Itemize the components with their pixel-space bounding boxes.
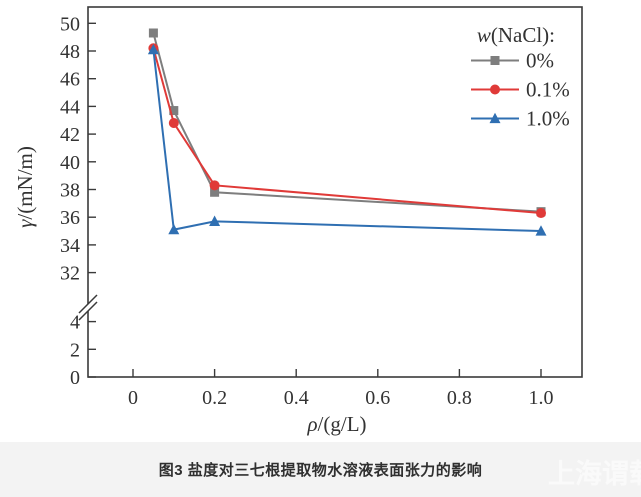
- y-tick-label: 40: [60, 152, 80, 174]
- y-tick-label: 48: [60, 41, 80, 63]
- series-1.0%-triangle-marker: [535, 225, 547, 236]
- y-tick-label: 0: [70, 367, 80, 389]
- axis-break-slash: [78, 294, 98, 314]
- y-tick-label: 44: [60, 96, 80, 118]
- figure-caption: 图3 盐度对三七根提取物水溶液表面张力的影响: [158, 462, 483, 479]
- caption-bar: 图3 盐度对三七根提取物水溶液表面张力的影响 上海谓载: [0, 442, 641, 497]
- series-0%-square-marker: [169, 106, 179, 116]
- series-line-0%: [152, 32, 542, 213]
- watermark-text: 上海谓载: [548, 459, 641, 489]
- y-tick-label: 50: [60, 13, 80, 35]
- series-0%-square-marker: [210, 187, 220, 197]
- legend-label: 1.0%: [526, 107, 570, 131]
- y-tick-label: 38: [60, 180, 80, 202]
- series-line-1.0%: [152, 49, 542, 233]
- legend-label: 0%: [526, 49, 554, 73]
- series-1.0%-triangle-marker: [168, 223, 180, 235]
- y-tick-label: 32: [60, 263, 80, 285]
- series-1.0%-triangle-marker: [147, 43, 159, 55]
- legend-1.0%-triangle-marker: [489, 112, 501, 124]
- surface-tension-chart: 32 34 36 38 40 42 44 46 48 50 0 2 4 0 0.2 0.4 0.6 0.8 1.0 ρ…: [13, 6, 583, 436]
- x-tick-label: 0.8: [447, 387, 472, 409]
- x-tick-label: 1.0: [529, 387, 554, 409]
- legend-label: 0.1%: [526, 78, 570, 102]
- y-tick-label: 42: [60, 124, 80, 146]
- x-tick-label: 0.2: [202, 387, 227, 409]
- y-tick-label: 34: [60, 235, 80, 257]
- series-0.1%-circle-marker: [168, 118, 179, 129]
- y-axis-label: γ/(mN/m): [13, 146, 37, 228]
- x-tick-label: 0.4: [284, 387, 309, 409]
- series-0.1%-circle-marker: [536, 208, 546, 219]
- x-tick-label: 0: [128, 387, 138, 409]
- legend-0%-square-marker: [490, 56, 500, 65]
- plot-border: [87, 6, 583, 378]
- y-tick-label: 36: [60, 207, 80, 229]
- axis-break-slash: [78, 301, 98, 321]
- legend-title: w(NaCl):: [477, 23, 555, 47]
- y-tick-label: 4: [70, 312, 80, 334]
- axis-break-gap: [79, 295, 97, 320]
- series-1.0%-triangle-marker: [209, 215, 221, 226]
- series-0%-square-marker: [148, 28, 158, 38]
- x-tick-label: 0.6: [365, 387, 390, 409]
- series-line-0.1%: [152, 47, 542, 215]
- y-tick-label: 2: [70, 339, 80, 361]
- y-tick-label: 46: [60, 69, 80, 91]
- x-axis-label: ρ/(g/L): [306, 412, 366, 436]
- legend-0.1%-circle-marker: [490, 84, 500, 95]
- series-0.1%-circle-marker: [209, 180, 220, 191]
